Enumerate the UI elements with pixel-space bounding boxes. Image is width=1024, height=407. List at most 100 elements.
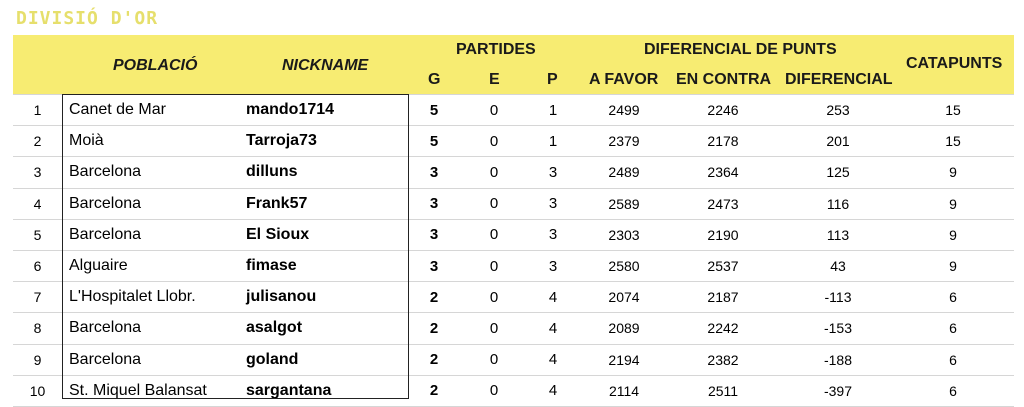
catapunts: 15 [945,102,961,119]
nickname: mando1714 [246,101,335,119]
point-differential: 125 [826,164,850,181]
games-drawn: 0 [489,132,499,150]
games-drawn: 0 [489,101,499,119]
header-partides: PARTIDES [456,41,536,58]
header-p: P [547,71,558,88]
games-drawn: 0 [489,163,499,181]
nickname: goland [246,350,299,368]
table-row: 2 Moià Tarroja73 5 0 1 2379 2178 201 15 [13,125,1014,156]
nickname-right-border [408,94,409,399]
games-drawn: 0 [489,257,499,275]
poblacio: Barcelona [69,194,142,212]
points-against: 2187 [707,289,739,306]
points-for: 2089 [608,320,640,337]
rank: 4 [33,195,42,212]
rank: 3 [33,164,42,181]
points-against: 2364 [707,164,739,181]
points-for: 2074 [608,289,640,306]
point-differential: 43 [830,258,846,275]
poblacio: Barcelona [69,225,142,243]
points-against: 2242 [707,320,739,337]
header-diferencial: DIFERENCIAL [785,71,893,88]
nickname: dilluns [246,163,298,181]
header-nickname: NICKNAME [282,57,369,74]
catapunts: 6 [949,351,957,368]
games-won: 3 [429,226,439,244]
games-drawn: 0 [489,382,499,400]
games-lost: 4 [548,288,558,306]
point-differential: 113 [826,226,850,243]
games-won: 5 [429,101,439,119]
table-row: 9 Barcelona goland 2 0 4 2194 2382 -188 … [13,343,1014,375]
games-won: 3 [429,163,439,181]
point-differential: -397 [823,382,853,399]
division-title: DIVISIÓ D'OR [16,8,159,29]
catapunts: 6 [949,320,957,337]
games-drawn: 0 [489,288,499,306]
points-against: 2382 [707,351,739,368]
nickname: sargantana [246,381,332,399]
nickname: Frank57 [246,194,308,212]
table-header: POBLACIÓ NICKNAME PARTIDES G E P DIFEREN… [13,35,1014,94]
nickname: El Sioux [246,225,310,243]
games-lost: 3 [548,163,558,181]
table-row: 7 L'Hospitalet Llobr. julisanou 2 0 4 20… [13,281,1014,312]
standings-rows: 1 Canet de Mar mando1714 5 0 1 2499 2246… [13,94,1014,407]
poblacio: Canet de Mar [69,101,166,119]
header-en-contra: EN CONTRA [676,71,772,88]
poblacio: Barcelona [69,163,142,181]
rank: 10 [29,382,46,399]
games-lost: 3 [548,226,558,244]
catapunts: 9 [949,258,957,275]
table-row: 5 Barcelona El Sioux 3 0 3 2303 2190 113… [13,218,1014,250]
points-against: 2178 [707,133,739,150]
point-differential: -113 [824,289,852,306]
rank: 6 [33,258,42,275]
nickname: asalgot [246,319,303,337]
point-differential: 253 [826,102,850,119]
games-won: 2 [429,382,439,400]
table-row: 1 Canet de Mar mando1714 5 0 1 2499 2246… [13,94,1014,125]
poblacio: Barcelona [69,319,142,337]
header-e: E [489,71,500,88]
points-for: 2489 [608,164,640,181]
games-lost: 3 [548,257,558,275]
games-lost: 1 [548,101,558,119]
games-won: 3 [429,195,439,213]
catapunts: 15 [945,133,961,150]
catapunts: 6 [949,289,957,306]
points-for: 2303 [608,226,640,243]
point-differential: 201 [826,133,850,150]
header-a-favor: A FAVOR [589,71,659,88]
rank: 9 [33,351,42,368]
header-poblacio: POBLACIÓ [113,57,198,74]
table-row: 6 Alguaire fimase 3 0 3 2580 2537 43 9 [13,249,1014,281]
points-for: 2379 [608,133,640,150]
poblacio: Alguaire [69,257,128,275]
header-diferencial-de-punts: DIFERENCIAL DE PUNTS [644,41,837,58]
nickname: Tarroja73 [246,132,317,150]
table-row: 3 Barcelona dilluns 3 0 3 2489 2364 125 … [13,156,1014,187]
games-won: 2 [429,288,439,306]
rank: 7 [33,289,42,306]
nickname: julisanou [246,288,317,306]
catapunts: 9 [949,195,957,212]
header-catapunts: CATAPUNTS [906,55,1003,72]
rank: 5 [33,226,42,243]
poblacio-left-border [62,94,63,399]
points-for: 2580 [608,258,640,275]
games-won: 2 [429,319,439,337]
points-against: 2190 [707,226,739,243]
points-against: 2246 [707,102,739,119]
catapunts: 6 [949,382,957,399]
rank: 2 [33,133,42,150]
header-g: G [428,71,441,88]
points-for: 2194 [608,351,640,368]
catapunts: 9 [949,164,957,181]
games-drawn: 0 [489,226,499,244]
games-drawn: 0 [489,351,499,369]
points-for: 2589 [608,195,640,212]
games-lost: 4 [548,382,558,400]
games-drawn: 0 [489,319,499,337]
games-won: 3 [429,257,439,275]
